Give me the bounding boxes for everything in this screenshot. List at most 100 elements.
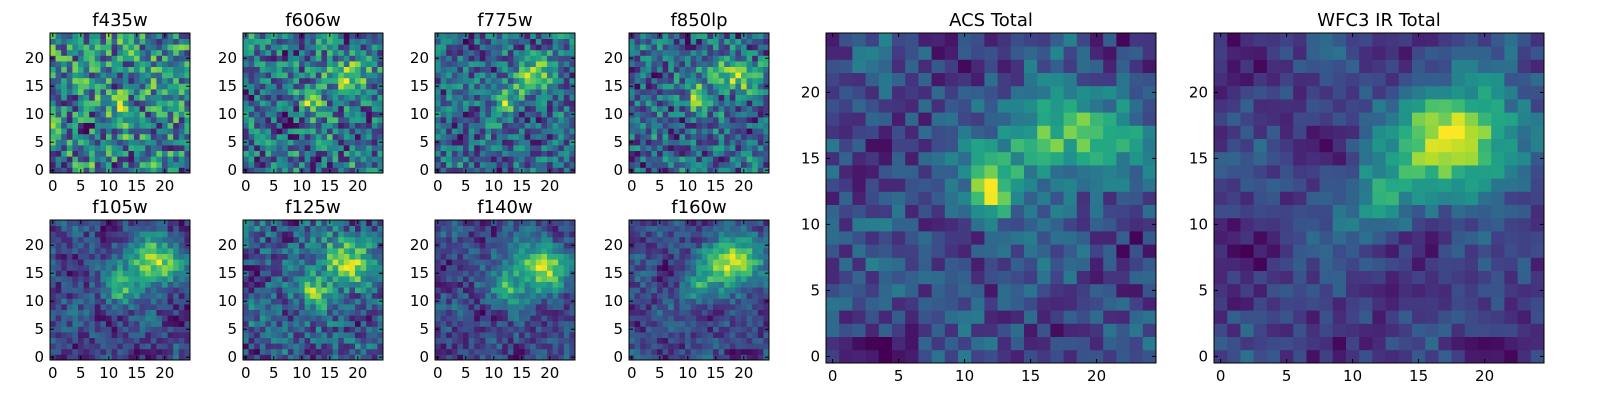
heatmap-cell [701,337,708,344]
heatmap-cell [541,66,548,73]
heatmap-cell [243,315,249,322]
heatmap-cell [111,309,118,316]
heatmap-cell [50,309,56,316]
heatmap-cell [349,337,356,344]
heatmap-cell [645,326,652,333]
heatmap-cell [310,72,317,79]
heatmap-cell [724,83,731,90]
heatmap-cell [757,139,764,146]
heatmap-cell [338,348,345,355]
heatmap-cell [66,49,73,56]
heatmap-cell [150,145,157,151]
heatmap-cell [287,276,294,282]
heatmap-cell [66,161,73,168]
heatmap-cell [507,167,514,174]
heatmap-cell [117,128,124,135]
heatmap-cell [321,236,328,243]
heatmap-cell [100,100,107,107]
heatmap-cell [150,253,157,260]
panel-title: f140w [477,197,532,218]
heatmap-cell [100,270,107,277]
heatmap-cell [299,128,305,135]
heatmap-cell [724,77,731,84]
heatmap-cell [569,315,576,322]
heatmap-cell [184,145,191,151]
heatmap-cell [349,348,356,355]
y-tick-label: 20 [218,49,237,67]
heatmap-cell [634,354,641,361]
heatmap-cell [259,315,266,322]
heatmap-cell [558,326,565,333]
heatmap-cell [651,133,658,140]
heatmap-cell [360,38,367,45]
heatmap-cell [524,83,531,90]
heatmap-cell [457,253,464,260]
heatmap-cell [83,287,90,294]
heatmap-cell [338,33,345,39]
heatmap-cell [645,89,652,95]
heatmap-cell [679,161,686,168]
heatmap-cell [332,55,339,62]
heatmap-cell [355,156,361,163]
heatmap-cell [524,225,531,232]
heatmap-cell [696,337,703,344]
heatmap-cell [55,236,62,243]
heatmap-cell [371,348,378,355]
heatmap-cell [519,320,525,327]
heatmap-cell [248,287,255,294]
heatmap-cell [713,320,719,327]
heatmap-cell [679,270,686,277]
heatmap-cell [479,150,486,157]
heatmap-cell [162,248,168,254]
heatmap-cell [366,89,373,95]
heatmap-cell [530,167,537,174]
heatmap-cell [729,348,736,355]
heatmap-cell [100,354,107,361]
heatmap-cell [640,343,647,350]
heatmap-cell [668,161,675,168]
heatmap-cell [558,77,565,84]
heatmap-cell [366,49,373,56]
heatmap-cell [524,309,531,316]
heatmap-cell [134,105,140,112]
heatmap-cell [83,326,90,333]
heatmap-cell [343,55,350,62]
heatmap-cell [729,167,736,174]
heatmap-cell [254,309,261,316]
heatmap-cell [332,105,339,112]
heatmap-cell [485,150,492,157]
heatmap-cell [360,44,367,51]
heatmap-cell [61,161,68,168]
heatmap-cell [701,270,708,277]
heatmap-cell [156,111,163,118]
heatmap-cell [271,326,277,333]
heatmap-cell [248,44,255,51]
heatmap-cell [94,231,101,238]
heatmap-cell [360,100,367,107]
heatmap-cell [569,94,576,101]
heatmap-cell [651,128,658,135]
heatmap-cell [491,276,497,282]
heatmap-cell [696,89,703,95]
heatmap-cell [463,139,469,146]
heatmap-cell [519,38,525,45]
heatmap-cell [293,83,300,90]
heatmap-cell [61,77,68,84]
heatmap-cell [248,72,255,79]
heatmap-cell [72,61,79,67]
heatmap-cell [259,61,266,67]
heatmap-cell [66,156,73,163]
heatmap-cell [61,150,68,157]
heatmap-cell [122,287,129,294]
heatmap-cell [271,276,277,282]
heatmap-cell [243,343,249,350]
heatmap-cell [66,66,73,73]
heatmap-cell [94,253,101,260]
heatmap-cell [440,231,447,238]
heatmap-cell [332,292,339,299]
heatmap-cell [468,105,475,112]
heatmap-cell [343,72,350,79]
heatmap-cell [89,276,96,282]
heatmap-cell [315,248,322,254]
heatmap-cell [446,225,453,232]
